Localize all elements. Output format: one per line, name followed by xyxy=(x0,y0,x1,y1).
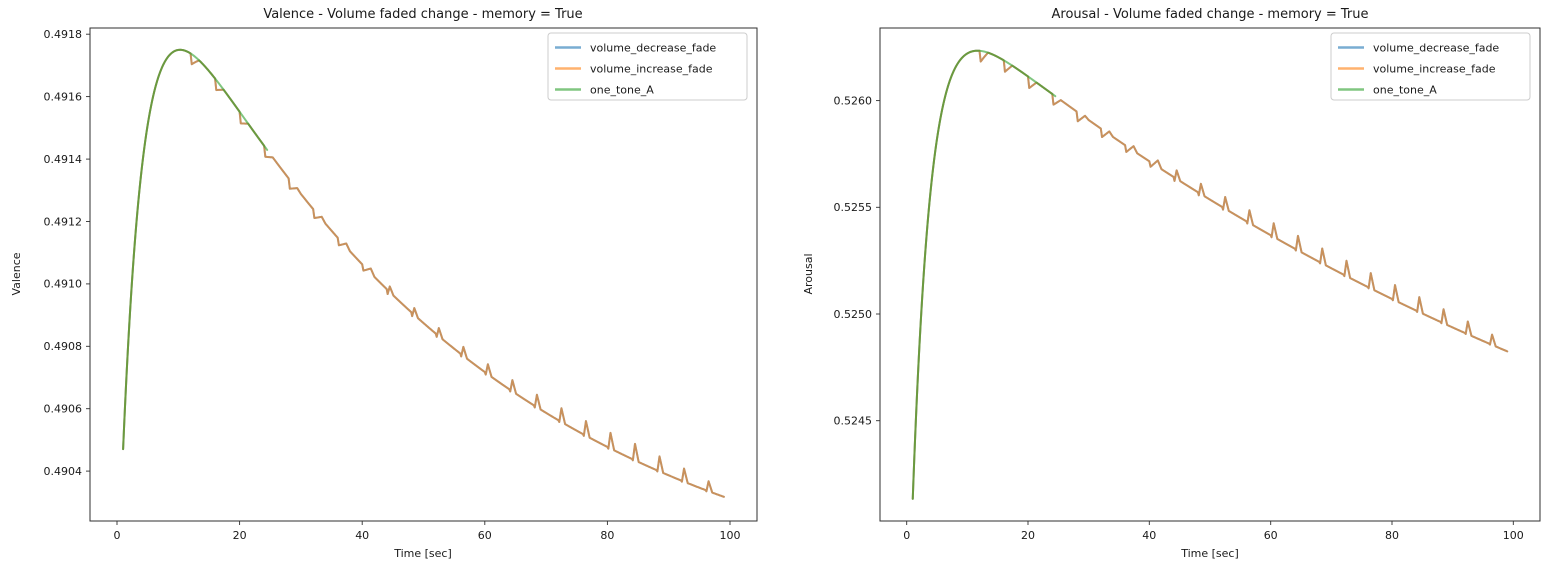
x-tick-label: 60 xyxy=(478,529,492,542)
y-tick-label: 0.5255 xyxy=(834,201,873,214)
series-line-volume_decrease_fade xyxy=(911,49,1509,500)
y-tick-label: 0.5245 xyxy=(834,415,873,428)
legend-label-one_tone_A: one_tone_A xyxy=(590,83,654,96)
y-tick-label: 0.4912 xyxy=(44,215,83,228)
legend-label-volume_decrease_fade: volume_decrease_fade xyxy=(590,41,716,54)
x-tick-label: 100 xyxy=(720,529,741,542)
arousal-chart: Arousal - Volume faded change - memory =… xyxy=(802,7,1541,560)
y-tick-label: 0.5260 xyxy=(834,94,873,107)
x-tick-label: 100 xyxy=(1503,529,1524,542)
legend-label-one_tone_A: one_tone_A xyxy=(1373,83,1437,96)
y-tick-label: 0.5250 xyxy=(834,308,873,321)
y-tick-label: 0.4916 xyxy=(44,90,83,103)
series-line-volume_increase_fade xyxy=(122,48,725,498)
series-line-volume_decrease_fade xyxy=(122,48,725,498)
y-tick-label: 0.4918 xyxy=(44,28,83,41)
x-tick-label: 0 xyxy=(114,529,121,542)
arousal-chart-title: Arousal - Volume faded change - memory =… xyxy=(1052,7,1369,22)
valence-chart-title: Valence - Volume faded change - memory =… xyxy=(263,7,582,22)
legend-label-volume_increase_fade: volume_increase_fade xyxy=(1373,62,1496,75)
x-tick-label: 20 xyxy=(1021,529,1035,542)
legend-box xyxy=(1330,32,1531,101)
y-tick-label: 0.4914 xyxy=(44,153,83,166)
x-tick-label: 80 xyxy=(600,529,614,542)
valence-x-axis-label: Time [sec] xyxy=(393,547,452,560)
legend-label-volume_decrease_fade: volume_decrease_fade xyxy=(1373,41,1499,54)
x-tick-label: 80 xyxy=(1385,529,1399,542)
legend-label-volume_increase_fade: volume_increase_fade xyxy=(590,62,713,75)
x-tick-label: 20 xyxy=(233,529,247,542)
y-tick-label: 0.4908 xyxy=(44,340,83,353)
valence-chart: Valence - Volume faded change - memory =… xyxy=(10,7,758,560)
series-line-one_tone_A xyxy=(911,49,1057,500)
y-tick-label: 0.4906 xyxy=(44,403,83,416)
y-tick-label: 0.4910 xyxy=(44,278,83,291)
plot-border xyxy=(89,27,758,522)
series-line-volume_increase_fade xyxy=(911,49,1509,500)
arousal-y-axis-label: Arousal xyxy=(802,253,815,294)
x-tick-label: 60 xyxy=(1264,529,1278,542)
plot-border xyxy=(879,27,1541,522)
legend-box xyxy=(547,32,748,101)
y-tick-label: 0.4904 xyxy=(44,465,83,478)
x-tick-label: 0 xyxy=(903,529,910,542)
series-line-one_tone_A xyxy=(122,48,269,451)
arousal-x-axis-label: Time [sec] xyxy=(1180,547,1239,560)
valence-y-axis-label: Valence xyxy=(10,252,23,295)
x-tick-label: 40 xyxy=(355,529,369,542)
x-tick-label: 40 xyxy=(1142,529,1156,542)
